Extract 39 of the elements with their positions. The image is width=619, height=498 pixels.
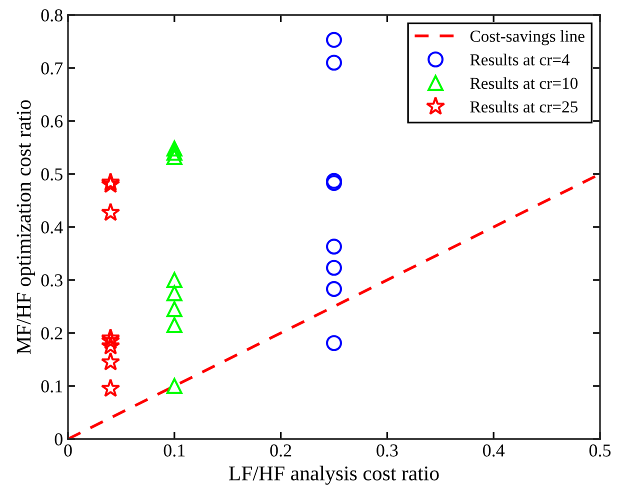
point — [100, 378, 120, 397]
legend-label: Results at cr=4 — [470, 54, 570, 66]
point — [166, 301, 182, 318]
point — [100, 336, 120, 355]
y-tick-label: 0 — [54, 433, 62, 446]
x-tick-label: 0.1 — [164, 444, 185, 457]
point — [166, 285, 182, 302]
x-tick-label: 0.2 — [270, 444, 292, 457]
point — [166, 317, 182, 334]
point — [166, 378, 182, 394]
point — [100, 352, 120, 370]
point — [326, 238, 342, 255]
y-tick-label: 0.8 — [41, 9, 62, 22]
x-tick-label: 0.3 — [376, 444, 398, 457]
point — [326, 260, 342, 276]
point — [166, 140, 182, 157]
y-tick-label: 0.4 — [41, 221, 63, 234]
y-tick-label: 0.5 — [41, 168, 62, 181]
y-tick-label: 0.3 — [41, 274, 62, 287]
point — [326, 281, 342, 297]
x-tick-label: 0.5 — [589, 444, 611, 457]
legend-label: Cost-savings line — [470, 30, 584, 46]
point — [326, 335, 342, 352]
x-tick-label: 0.4 — [483, 444, 505, 457]
x-tick-label: 0 — [64, 444, 72, 457]
y-tick-label: 0.1 — [41, 380, 62, 393]
point — [326, 32, 342, 48]
point — [166, 144, 182, 161]
x-axis-title: LF/HF analysis cost ratio — [228, 466, 439, 485]
legend-label: Results at cr=25 — [470, 100, 578, 113]
point — [100, 202, 120, 222]
y-tick-label: 0.2 — [41, 327, 62, 340]
point — [166, 149, 182, 166]
legend-label: Results at cr=10 — [470, 77, 578, 89]
y-tick-label: 0.6 — [41, 115, 63, 128]
y-axis-title: MF/HF optimization cost ratio — [16, 100, 36, 354]
point — [326, 54, 342, 71]
point — [166, 272, 182, 288]
y-tick-label: 0.7 — [41, 62, 63, 75]
